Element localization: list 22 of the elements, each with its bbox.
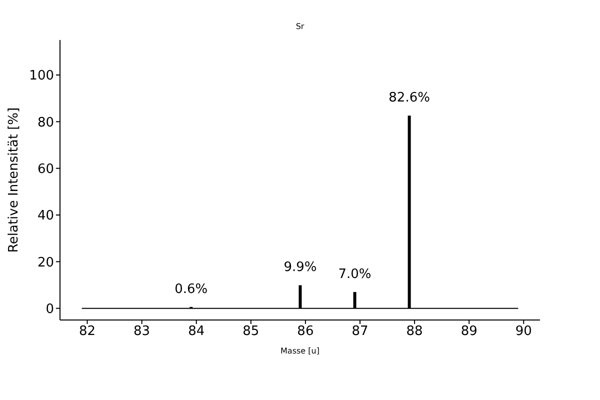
x-axis-title: Masse [u] [280,346,320,356]
y-axis-title: Relative Intensität [%] [6,107,22,253]
data-label: 7.0% [338,267,372,282]
x-tick-label: 83 [134,324,150,340]
y-tick-label: 20 [37,255,54,270]
x-tick-label: 84 [188,324,205,340]
x-tick-label: 89 [460,324,478,340]
data-label: 0.6% [174,282,208,297]
x-tick-label: 82 [79,324,96,340]
y-tick-label: 80 [37,115,54,130]
data-label: 82.6% [388,90,430,106]
x-tick-label: 90 [515,324,532,340]
x-tick-label: 87 [352,324,368,340]
x-tick-label: 86 [297,324,314,340]
data-label: 9.9% [284,260,317,276]
y-tick-label: 60 [37,162,54,177]
y-tick-label: 100 [29,68,54,84]
chart-title: Sr [294,22,306,31]
x-tick-label: 85 [242,324,260,340]
x-tick-label: 88 [406,324,423,340]
y-tick-label: 40 [37,208,54,224]
y-tick-label: 0 [46,302,54,317]
